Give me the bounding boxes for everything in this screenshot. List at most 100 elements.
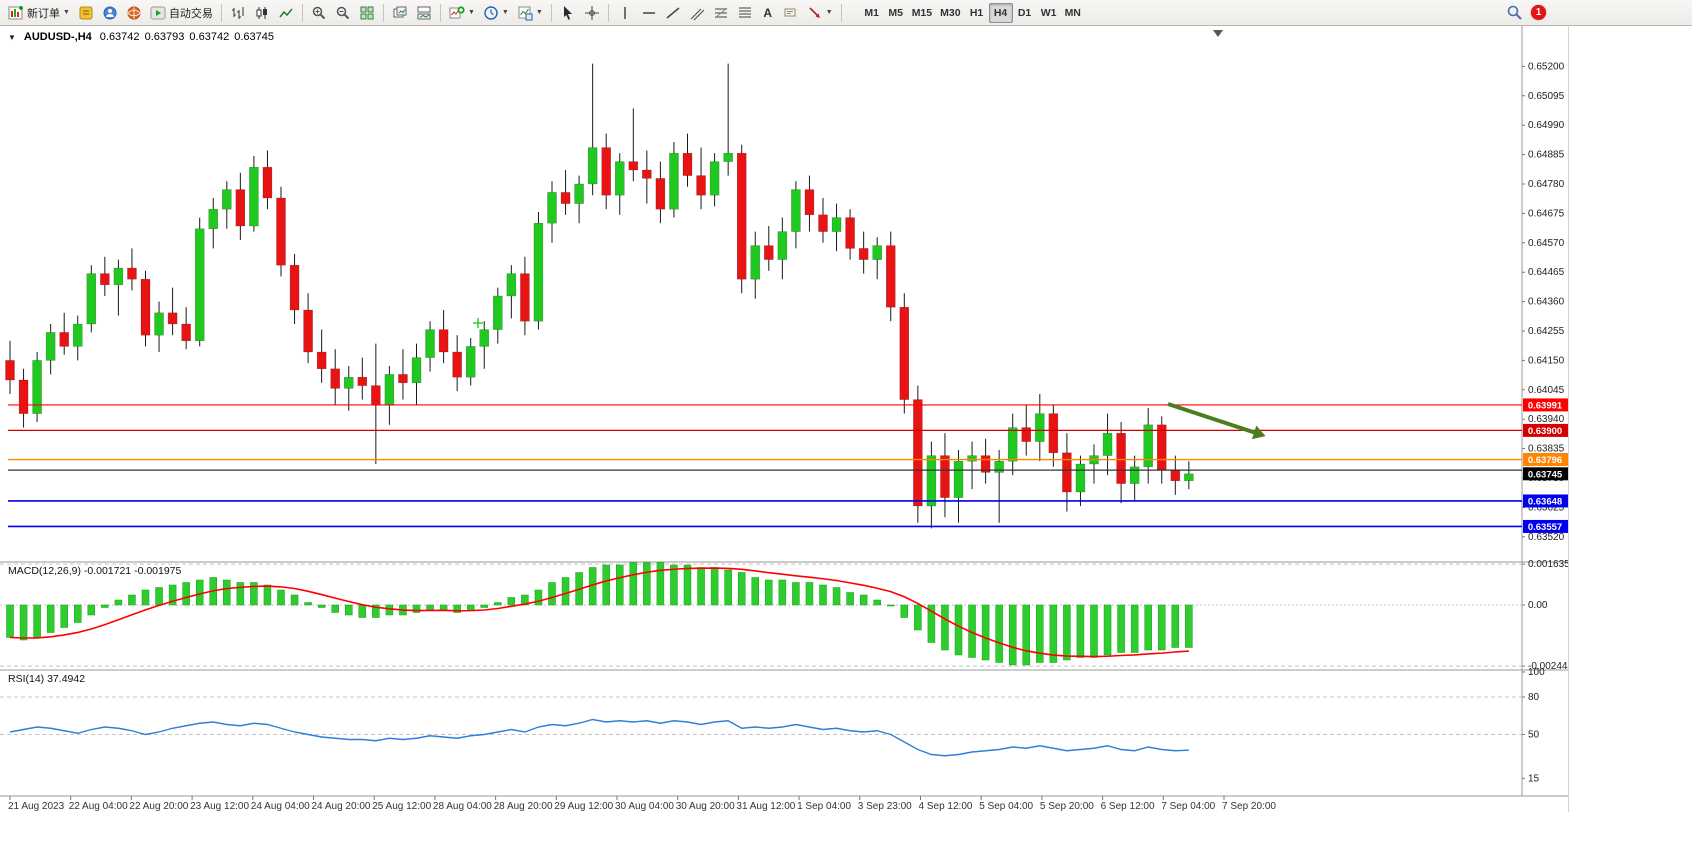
timeframe-m5[interactable]: M5 [888, 6, 903, 19]
svg-text:0.64990: 0.64990 [1528, 120, 1565, 131]
crosshair-button[interactable] [580, 3, 604, 23]
quote-high: 0.63793 [144, 31, 185, 43]
timeframe-m30[interactable]: M30 [940, 6, 961, 19]
svg-text:100: 100 [1528, 667, 1545, 678]
ohlc-quotes: 0.63742 0.63793 0.63742 0.63745 [100, 31, 276, 43]
candlestick-chart-icon [254, 5, 270, 21]
svg-text:0.63625: 0.63625 [1528, 502, 1565, 513]
quote-open: 0.63742 [99, 31, 140, 43]
svg-text:0.64360: 0.64360 [1528, 297, 1565, 308]
svg-text:30 Aug 20:00: 30 Aug 20:00 [676, 801, 735, 812]
timeframe-d1[interactable]: D1 [1017, 6, 1032, 19]
market-button[interactable] [98, 3, 122, 23]
timeframe-m1[interactable]: M1 [864, 6, 879, 19]
time-axis [9, 796, 1225, 800]
timeframe-toolbar: M1 M5 M15 M30 H1 H4 D1 W1 MN [860, 2, 1085, 23]
svg-text:0.64570: 0.64570 [1528, 238, 1565, 249]
chevron-down-icon: ▼ [501, 9, 509, 16]
timeframe-h4[interactable]: H4 [988, 2, 1013, 23]
bar-chart-icon [230, 5, 246, 21]
svg-text:0.65200: 0.65200 [1528, 61, 1565, 72]
zoom-out-button[interactable] [331, 3, 355, 23]
periods-button[interactable]: ▼ [479, 3, 513, 23]
svg-text:7 Sep 04:00: 7 Sep 04:00 [1161, 801, 1215, 812]
horizontal-line-icon [641, 5, 657, 21]
svg-text:0.63557: 0.63557 [1528, 522, 1562, 533]
svg-text:0.63900: 0.63900 [1528, 426, 1562, 437]
horizontal-line-button[interactable] [637, 3, 661, 23]
autotrading-button[interactable]: 自动交易 [146, 3, 217, 23]
fibonacci-icon [713, 5, 729, 21]
macd-indicator-label: MACD(12,26,9) -0.001721 -0.001975 [8, 565, 182, 577]
svg-text:29 Aug 12:00: 29 Aug 12:00 [554, 801, 613, 812]
svg-text:0.63648: 0.63648 [1528, 496, 1562, 507]
symbol-dropdown-icon[interactable]: ▼ [8, 32, 16, 42]
svg-text:24 Aug 04:00: 24 Aug 04:00 [251, 801, 310, 812]
chevron-down-icon: ▼ [467, 9, 475, 16]
notification-badge[interactable]: 1 [1531, 5, 1546, 20]
chart-window: ▼ AUDUSD-,H4 0.63742 0.63793 0.63742 0.6… [0, 26, 1573, 812]
new-order-button[interactable]: 新订单 ▼ [4, 3, 74, 23]
svg-text:24 Aug 20:00: 24 Aug 20:00 [312, 801, 371, 812]
trendline-button[interactable] [661, 3, 685, 23]
community-icon [126, 5, 142, 21]
bar-chart-button[interactable] [226, 3, 250, 23]
svg-text:25 Aug 12:00: 25 Aug 12:00 [372, 801, 431, 812]
indicators-icon [449, 5, 465, 21]
fibonacci-button[interactable] [709, 3, 733, 23]
shapes-icon [737, 5, 753, 21]
cursor-icon [560, 5, 576, 21]
market-icon [102, 5, 118, 21]
search-icon[interactable] [1506, 4, 1523, 21]
vertical-line-icon [617, 5, 633, 21]
vertical-line-button[interactable] [613, 3, 637, 23]
svg-text:15: 15 [1528, 773, 1540, 784]
cursor-button[interactable] [556, 3, 580, 23]
svg-text:50: 50 [1528, 730, 1540, 741]
timeframe-h1[interactable]: H1 [969, 6, 984, 19]
svg-text:0.63835: 0.63835 [1528, 444, 1565, 455]
timeframe-w1[interactable]: W1 [1040, 6, 1057, 19]
svg-text:80: 80 [1528, 692, 1540, 703]
templates-button[interactable]: ▼ [513, 3, 547, 23]
timeframe-m15[interactable]: M15 [911, 6, 933, 19]
svg-text:0.63520: 0.63520 [1528, 532, 1565, 543]
arrow-tools-button[interactable]: ▼ [803, 3, 837, 23]
metaeditor-button[interactable] [74, 3, 98, 23]
svg-text:0.63796: 0.63796 [1528, 455, 1562, 466]
rsi-panel [0, 671, 1525, 779]
svg-text:5 Sep 20:00: 5 Sep 20:00 [1040, 801, 1094, 812]
timeframe-mn[interactable]: MN [1064, 6, 1081, 19]
svg-text:28 Aug 04:00: 28 Aug 04:00 [433, 801, 492, 812]
trendline-icon [665, 5, 681, 21]
quote-low: 0.63742 [189, 31, 230, 43]
svg-text:0.64465: 0.64465 [1528, 267, 1565, 278]
tile-windows-icon [359, 5, 375, 21]
cascade-windows-button[interactable] [388, 3, 412, 23]
channel-icon [689, 5, 705, 21]
zoom-in-button[interactable] [307, 3, 331, 23]
chart-symbol-header[interactable]: ▼ AUDUSD-,H4 0.63742 0.63793 0.63742 0.6… [8, 31, 276, 43]
community-button[interactable] [122, 3, 146, 23]
text-tool-button[interactable]: A [757, 3, 779, 23]
zoom-in-icon [311, 5, 327, 21]
candlestick-chart-button[interactable] [250, 3, 274, 23]
chevron-down-icon: ▼ [825, 9, 833, 16]
label-tool-button[interactable] [779, 3, 803, 23]
svg-text:5 Sep 04:00: 5 Sep 04:00 [979, 801, 1033, 812]
shapes-button[interactable] [733, 3, 757, 23]
svg-text:0.63940: 0.63940 [1528, 414, 1565, 425]
price-axis [1522, 65, 1525, 538]
svg-text:0.63991: 0.63991 [1528, 400, 1563, 411]
line-chart-button[interactable] [274, 3, 298, 23]
indicators-button[interactable]: ▼ [445, 3, 479, 23]
hlines-layer [8, 398, 1568, 533]
arrange-windows-button[interactable] [412, 3, 436, 23]
chevron-down-icon: ▼ [535, 9, 543, 16]
tile-windows-button[interactable] [355, 3, 379, 23]
chart-canvas[interactable]: 0.65200 0.65095 0.64990 0.64885 0.64780 0.646… [0, 26, 1573, 812]
symbol-label: AUDUSD-,H4 [23, 31, 92, 43]
channel-button[interactable] [685, 3, 709, 23]
clock-icon [483, 5, 499, 21]
svg-text:0.64045: 0.64045 [1528, 385, 1565, 396]
